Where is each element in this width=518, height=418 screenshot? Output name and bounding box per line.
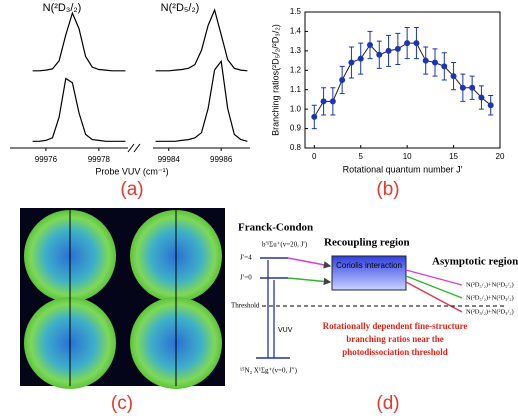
data-point (404, 40, 411, 47)
arrow (287, 277, 332, 286)
spectrum-line (155, 8, 248, 72)
arrow (405, 269, 463, 286)
panel-label: (a) (120, 179, 143, 200)
conclusion: photodissociation threshold (342, 347, 448, 357)
y-tick-label: 1.0 (290, 104, 302, 113)
annotation: N(²D₃/₂) (43, 2, 82, 14)
data-point (394, 45, 401, 52)
data-point (348, 59, 355, 66)
y-tick-label: 1.3 (290, 46, 302, 55)
panel-b: 0.8 0.9 1.0 1.1 1.2 1.3 1.4 1.5 0 5 10 15 20 Rotation… (270, 7, 505, 174)
y-tick-label: 0.9 (290, 124, 302, 133)
arrow (405, 281, 463, 313)
data-point (459, 84, 466, 91)
data-point (329, 98, 336, 105)
panel-d: Franck-Condon Recoupling region Asymptot… (231, 222, 518, 375)
panel-a: 99976 99978 99984 99986 Probe VUV (cm⁻¹) N(²D… (10, 2, 250, 176)
state-label: b′¹Σu⁺(v=20, J′) (262, 241, 308, 249)
state-label: ¹⁵N₂ X¹Σg⁺(v=0, J″) (240, 367, 298, 375)
data-point (339, 77, 346, 83)
data-point (450, 73, 457, 80)
x-tick-label: 99986 (210, 155, 233, 164)
data-point (478, 94, 485, 101)
panel-label: (c) (111, 393, 133, 414)
data-point (432, 59, 438, 66)
data-point (385, 47, 392, 54)
data-point (311, 113, 318, 120)
data-point (367, 42, 373, 49)
y-tick-label: 1.4 (290, 27, 302, 36)
vuv-label: VUV (278, 327, 293, 334)
coupling-box (331, 255, 407, 291)
conclusion: branching ratios near the (346, 334, 444, 344)
y-axis-label: Branching ratios(²D₅/₂/²D₃/₂) (270, 24, 280, 136)
heading: Franck-Condon (238, 222, 313, 234)
x-tick-label: 0 (312, 152, 317, 161)
y-tick-label: 1.1 (290, 85, 302, 94)
x-tick-label: 15 (449, 152, 458, 161)
heading: Recoupling region (324, 237, 410, 249)
data-point (413, 40, 420, 47)
threshold-label: Threshold (231, 302, 260, 310)
x-tick-label: 99984 (158, 155, 181, 164)
box-label: Coriolis interaction (336, 261, 402, 270)
heading: Asymptotic region (432, 256, 518, 268)
x-tick-label: 10 (403, 152, 412, 161)
x-tick-label: 99978 (88, 155, 111, 164)
x-axis-label: Probe VUV (cm⁻¹) (95, 166, 168, 176)
data-point (320, 98, 327, 105)
panel-label: (d) (376, 393, 399, 414)
channel: N(²D₃/₂)+N(²D₃/₂) (466, 308, 514, 315)
data-point (441, 63, 448, 70)
arrow (405, 275, 463, 299)
channel: N(²D₅/₂)+N(²D₃/₂) (466, 294, 514, 301)
channel: N(²D₅/₂)+N(²D₅/₂) (466, 281, 514, 288)
level-label: J′=0 (240, 274, 252, 282)
plot-frame (304, 11, 501, 149)
x-axis-label: Rotational quantum number J′ (343, 164, 463, 174)
y-tick-label: 1.2 (290, 65, 302, 74)
annotation: N(²D₅/₂) (161, 2, 200, 14)
spectrum-line (32, 11, 126, 72)
x-tick-label: 5 (358, 152, 363, 161)
arrow (287, 257, 332, 269)
conclusion: Rotationally dependent fine-structure (323, 321, 468, 331)
data-point (422, 57, 429, 64)
panel-c (20, 208, 225, 389)
data-point (357, 55, 364, 62)
y-tick-label: 0.8 (290, 143, 302, 152)
x-tick-label: 20 (496, 152, 505, 161)
panel-label: (b) (376, 179, 399, 200)
data-point (487, 102, 494, 109)
spectrum-line (155, 59, 248, 142)
level-label: J′=4 (240, 254, 252, 262)
data-point (376, 51, 383, 58)
x-tick-label: 99976 (35, 155, 58, 164)
y-tick-label: 1.5 (290, 7, 302, 16)
data-point (469, 84, 476, 91)
axis-break (127, 143, 141, 153)
spectrum-line (32, 77, 126, 142)
